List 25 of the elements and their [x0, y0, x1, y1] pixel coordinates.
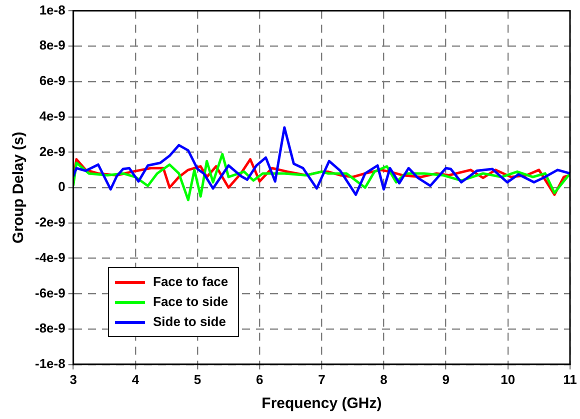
y-tick-label: 8e-9	[39, 38, 66, 53]
y-tick-label: 6e-9	[39, 73, 66, 88]
x-tick-label: 10	[500, 372, 516, 387]
x-tick-label: 9	[442, 372, 450, 387]
y-tick-label: -2e-9	[34, 214, 66, 230]
y-tick-label: 2e-9	[39, 144, 66, 159]
x-tick-label: 7	[318, 372, 326, 387]
y-tick-label: -6e-9	[34, 285, 66, 300]
y-tick-label: -8e-9	[34, 320, 66, 336]
x-tick-label: 8	[380, 372, 388, 387]
x-tick-label: 11	[563, 372, 577, 387]
y-tick-label: 4e-9	[39, 108, 66, 124]
y-tick-label: -1e-8	[34, 356, 66, 371]
x-tick-label: 5	[194, 372, 202, 387]
y-tick-label: 1e-8	[39, 2, 66, 18]
legend-label: Side to side	[153, 313, 226, 331]
x-axis-title: Frequency (GHz)	[262, 395, 382, 412]
legend-label: Face to side	[153, 293, 228, 311]
y-tick-label: -4e-9	[34, 250, 66, 265]
x-tick-label: 4	[132, 372, 140, 387]
y-axis-title: Group Delay (s)	[10, 132, 28, 244]
y-tick-label: 0	[58, 179, 66, 194]
legend-label: Face to face	[153, 273, 228, 291]
x-tick-label: 6	[256, 372, 264, 387]
x-tick-label: 3	[70, 372, 77, 387]
